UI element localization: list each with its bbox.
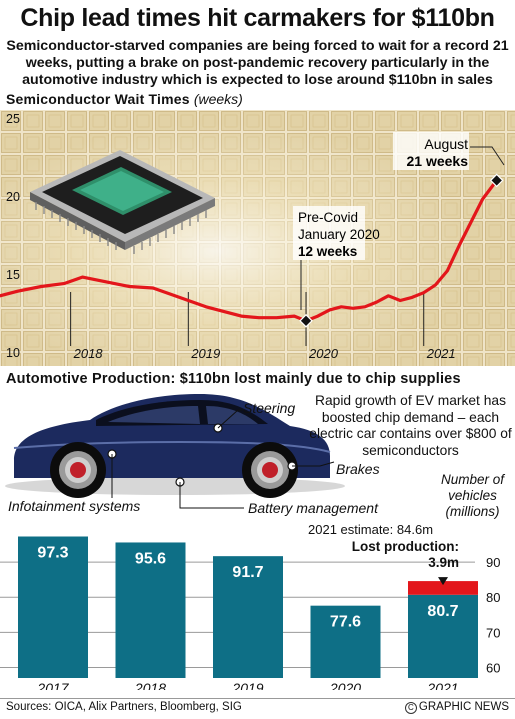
august-value: 21 weeks (407, 153, 469, 169)
lost-arrow (438, 577, 448, 586)
wait-times-heading: Semiconductor Wait Times (weeks) (6, 91, 243, 107)
label-steering: Steering (243, 400, 296, 416)
bar-2020 (310, 605, 381, 678)
wait-ticks: 2018 2019 2020 2021 (70, 292, 456, 361)
bar-2017 (18, 536, 88, 678)
bar-y-tick-90: 90 (486, 555, 500, 570)
bar-y-tick-70: 70 (486, 625, 500, 640)
august-label: August (424, 136, 468, 152)
x-tick-label-2018: 2018 (73, 346, 104, 361)
label-battery: Battery management (248, 500, 378, 516)
x-tick-label-2019: 2019 (190, 346, 220, 361)
credit: C GRAPHIC NEWS (404, 701, 509, 714)
bar-category-2018: 2018 (134, 680, 166, 690)
precovid-label-1: Pre-Covid (298, 210, 358, 225)
bar-lost-2021 (408, 581, 478, 595)
bar-value-2019: 91.7 (232, 564, 263, 581)
sources: Sources: OICA, Alix Partners, Bloomberg,… (6, 701, 242, 713)
page-subtitle: Semiconductor-starved companies are bein… (6, 38, 509, 88)
highlight-point-1 (489, 173, 504, 188)
y-tick-label-10: 10 (6, 346, 20, 360)
bar-y-tick-80: 80 (486, 590, 500, 605)
x-tick-label-2021: 2021 (426, 346, 456, 361)
wait-line-layer (0, 173, 504, 328)
wait-times-unit: (weeks) (193, 91, 243, 107)
credit-text: GRAPHIC NEWS (418, 701, 509, 713)
bar-value-2020: 77.6 (330, 614, 361, 631)
lost-production-note: Lost production: 3.9m (343, 539, 459, 570)
bar-y-tick-60: 60 (486, 660, 500, 675)
bar-category-2019: 2019 (231, 680, 263, 690)
ev-note: Rapid growth of EV market has boosted ch… (309, 393, 512, 458)
units-note: Number of vehicles (millions) (440, 472, 505, 519)
precovid-annotation: Pre-Covid January 2020 12 weeks (293, 206, 380, 310)
bar-2018 (115, 542, 186, 678)
bar-value-2021: 80.7 (427, 603, 458, 620)
august-annotation: August 21 weeks (393, 132, 505, 170)
production-heading: Automotive Production: $110bn lost mainl… (6, 371, 461, 387)
bar-category-2017: 2017 (36, 680, 69, 690)
wait-times-chart: 10 15 20 25 2018 2019 2020 2021 August 21 week… (0, 110, 515, 366)
precovid-label-2: January 2020 (298, 227, 380, 242)
estimate-note: 2021 estimate: 84.6m (308, 522, 434, 537)
bar-value-2018: 95.6 (135, 550, 166, 567)
precovid-value: 12 weeks (298, 244, 357, 259)
production-chart: 60 70 80 90 97.3 2017 95.6 2018 91.7 2019 77.6 202… (0, 536, 500, 690)
bar-category-2020: 2020 (329, 680, 361, 690)
microchip-illustration (30, 150, 215, 254)
label-brakes: Brakes (336, 461, 380, 477)
bar-2019 (213, 556, 283, 678)
y-tick-label-20: 20 (6, 190, 20, 204)
x-tick-label-2020: 2020 (308, 346, 339, 361)
wait-times-heading-text: Semiconductor Wait Times (6, 91, 190, 107)
car-illustration (5, 394, 345, 509)
lost-production-value: 3.9m (428, 554, 459, 570)
y-tick-label-15: 15 (6, 268, 20, 282)
y-tick-label-25: 25 (6, 112, 20, 126)
highlight-point-0 (299, 313, 313, 328)
wait-axis: 10 15 20 25 (6, 112, 20, 360)
copyright-icon: C (404, 702, 417, 714)
lost-production-label: Lost production: (351, 539, 459, 554)
production-bars: 97.3 2017 95.6 2018 91.7 2019 77.6 2020 80.7 2021 (18, 536, 478, 690)
page-title: Chip lead times hit carmakers for $110bn (20, 4, 495, 32)
bar-2021 (408, 594, 478, 678)
bar-value-2017: 97.3 (37, 545, 68, 562)
bar-category-2021: 2021 (426, 680, 458, 690)
label-infotainment: Infotainment systems (8, 498, 141, 514)
footer (0, 698, 515, 719)
